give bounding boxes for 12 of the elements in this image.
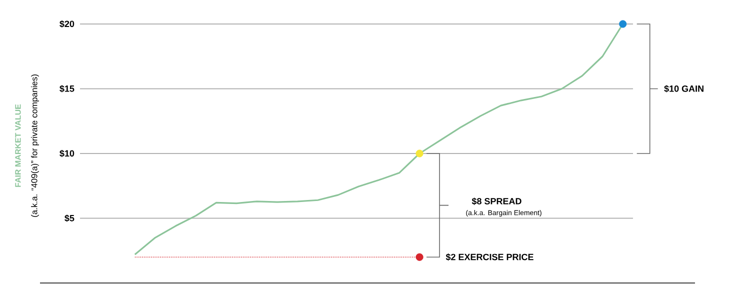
y-axis-title: FAIR MARKET VALUE xyxy=(15,104,21,187)
annotation: $2 EXERCISE PRICE xyxy=(446,253,534,261)
point xyxy=(416,253,424,261)
text: (a.k.a. “409(a)” for private companies) xyxy=(31,74,39,217)
text: $10 GAIN xyxy=(664,85,704,92)
y-tick-label: $10 xyxy=(60,150,74,158)
y-tick-label: $15 xyxy=(60,85,74,92)
y-tick-label: $5 xyxy=(64,214,74,222)
point xyxy=(619,20,627,28)
point xyxy=(416,150,424,158)
annotation: $8 SPREAD xyxy=(472,198,522,205)
y-tick-label: $20 xyxy=(60,20,74,28)
